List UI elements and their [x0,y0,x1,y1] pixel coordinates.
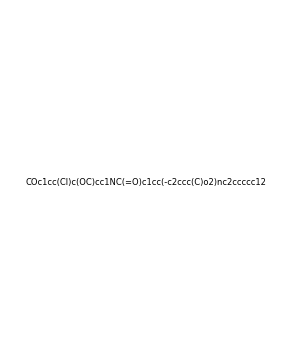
Text: COc1cc(Cl)c(OC)cc1NC(=O)c1cc(-c2ccc(C)o2)nc2ccccc12: COc1cc(Cl)c(OC)cc1NC(=O)c1cc(-c2ccc(C)o2… [25,178,266,187]
